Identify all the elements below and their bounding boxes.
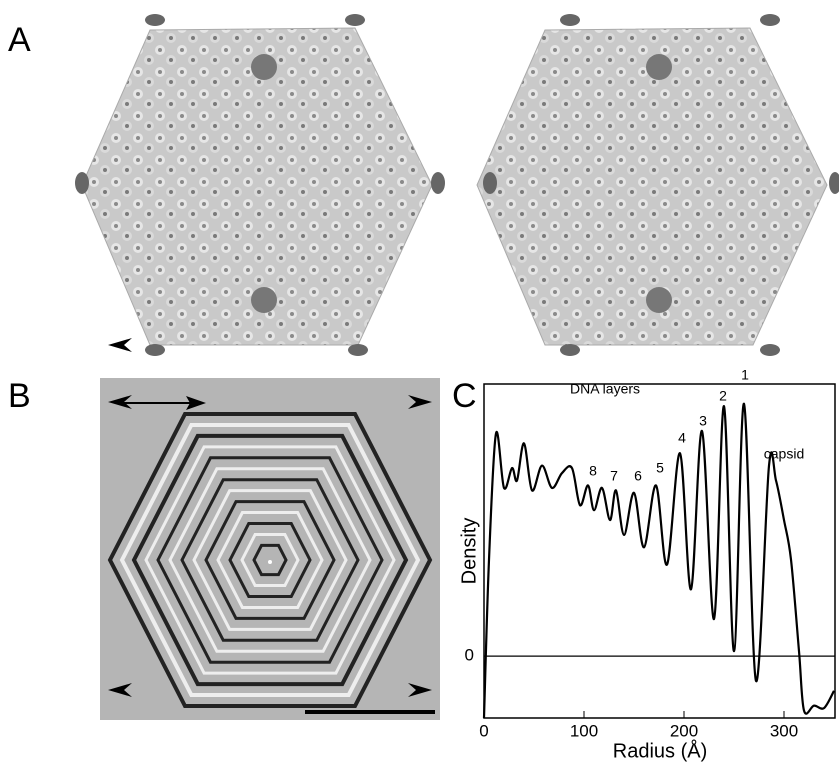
figure: A B C Density Radius (Å) 0 100 200 300 0 DNA … bbox=[0, 0, 839, 765]
panel-label: C bbox=[452, 377, 477, 415]
annotation: 3 bbox=[699, 413, 707, 429]
page: A B C Density Radius (Å) 0 100 200 300 0 DNA … bbox=[0, 0, 839, 770]
annotation: DNA layers bbox=[570, 381, 640, 397]
y-axis-label: Density bbox=[458, 518, 480, 585]
capsid-render-left bbox=[75, 14, 445, 356]
x-tick-label: 300 bbox=[770, 721, 798, 740]
panel-label: A bbox=[8, 21, 31, 59]
x-tick-label: 200 bbox=[670, 721, 698, 740]
panel-label: B bbox=[8, 377, 31, 415]
plot-frame bbox=[484, 384, 835, 718]
annotation: 6 bbox=[634, 468, 642, 484]
annotation: 1 bbox=[741, 367, 749, 383]
cryo-em-section bbox=[100, 378, 440, 720]
x-axis-label: Radius (Å) bbox=[613, 739, 707, 762]
annotation: 5 bbox=[656, 460, 664, 476]
annotation: 4 bbox=[678, 430, 686, 446]
x-tick-label: 100 bbox=[570, 721, 598, 740]
y-tick-label: 0 bbox=[465, 646, 474, 665]
annotation: 8 bbox=[589, 463, 597, 479]
annotation: 2 bbox=[719, 388, 727, 404]
annotation: 7 bbox=[610, 468, 618, 484]
capsid-render-right bbox=[477, 14, 839, 356]
annotation: capsid bbox=[764, 446, 804, 462]
x-tick-label: 0 bbox=[479, 721, 488, 740]
